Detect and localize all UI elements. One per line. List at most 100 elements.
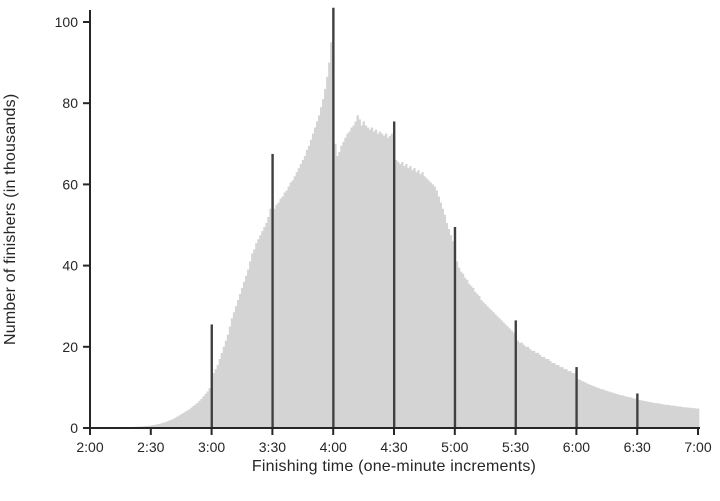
bar [423, 176, 426, 428]
bar [427, 180, 430, 428]
bar [589, 384, 592, 428]
bar [421, 172, 424, 428]
bar [338, 151, 341, 429]
bar [326, 76, 329, 428]
bar [388, 135, 392, 428]
bar [366, 127, 370, 428]
y-tick-label: 40 [62, 258, 78, 274]
bar [348, 131, 351, 428]
bar [299, 164, 303, 428]
x-tick-label: 5:00 [441, 439, 468, 455]
bar [486, 306, 489, 428]
bar [670, 405, 674, 428]
bar [619, 395, 623, 428]
bar [518, 342, 522, 428]
bar [459, 271, 463, 428]
bar [626, 396, 629, 428]
bar [597, 388, 601, 428]
bar [455, 261, 459, 428]
bar [488, 308, 491, 428]
bar [305, 149, 309, 428]
x-tick-label: 6:00 [563, 439, 590, 455]
bar [324, 88, 327, 429]
bar [524, 346, 528, 428]
bar [273, 208, 276, 428]
bar [180, 414, 183, 428]
bar [204, 393, 207, 428]
y-tick-label: 0 [70, 420, 78, 436]
bar [200, 398, 203, 428]
bar [417, 170, 420, 428]
bar [228, 326, 232, 428]
bar [222, 346, 226, 428]
bar [147, 425, 151, 428]
bar [218, 358, 222, 428]
spike-bar [332, 7, 335, 428]
bar [508, 328, 511, 428]
bar [470, 285, 473, 428]
bar [609, 392, 613, 428]
bar [551, 363, 554, 428]
bar [457, 267, 461, 428]
bar [660, 404, 663, 428]
bar [285, 190, 288, 428]
bar [243, 281, 246, 428]
bar [336, 155, 339, 429]
bar [553, 363, 556, 428]
bar [573, 373, 576, 428]
bar [214, 369, 218, 428]
bar [585, 383, 588, 428]
bar [595, 387, 599, 428]
bar [522, 344, 526, 428]
bar [696, 408, 700, 428]
bar [216, 365, 220, 428]
bar [682, 407, 686, 428]
bar [439, 202, 442, 428]
bar [397, 162, 400, 428]
bar [370, 127, 374, 428]
bar [340, 145, 343, 428]
bar [236, 300, 240, 428]
bar [613, 393, 617, 428]
bar [443, 214, 447, 428]
bar [528, 348, 532, 428]
bar [534, 352, 538, 428]
bar [356, 115, 359, 428]
bar [650, 402, 653, 428]
bar [257, 239, 260, 428]
bar [409, 166, 412, 428]
bar [565, 369, 568, 428]
bar [401, 162, 404, 428]
bar [478, 296, 481, 428]
bar [692, 408, 696, 428]
spike-bar [514, 320, 517, 428]
bar [224, 340, 228, 428]
x-tick-label: 2:30 [137, 439, 164, 455]
bar [163, 422, 167, 428]
bar [520, 342, 524, 428]
bar [182, 412, 185, 428]
bar [587, 384, 590, 428]
bar [318, 115, 321, 428]
bar [346, 133, 349, 428]
bar [472, 287, 475, 428]
bar [380, 133, 384, 428]
bar [662, 404, 665, 428]
bar [593, 386, 596, 428]
bar [153, 424, 157, 428]
bar [168, 420, 171, 428]
bar [664, 404, 667, 428]
bar [283, 192, 286, 428]
bar [666, 404, 669, 428]
bar [405, 164, 408, 428]
y-tick-label: 80 [62, 95, 78, 111]
bar [360, 125, 363, 428]
bar [532, 350, 536, 428]
bar [674, 406, 678, 428]
bar [484, 304, 487, 428]
y-tick-label: 100 [55, 14, 79, 30]
bar [492, 312, 495, 428]
x-tick-label: 3:30 [259, 439, 286, 455]
bar [526, 346, 530, 428]
